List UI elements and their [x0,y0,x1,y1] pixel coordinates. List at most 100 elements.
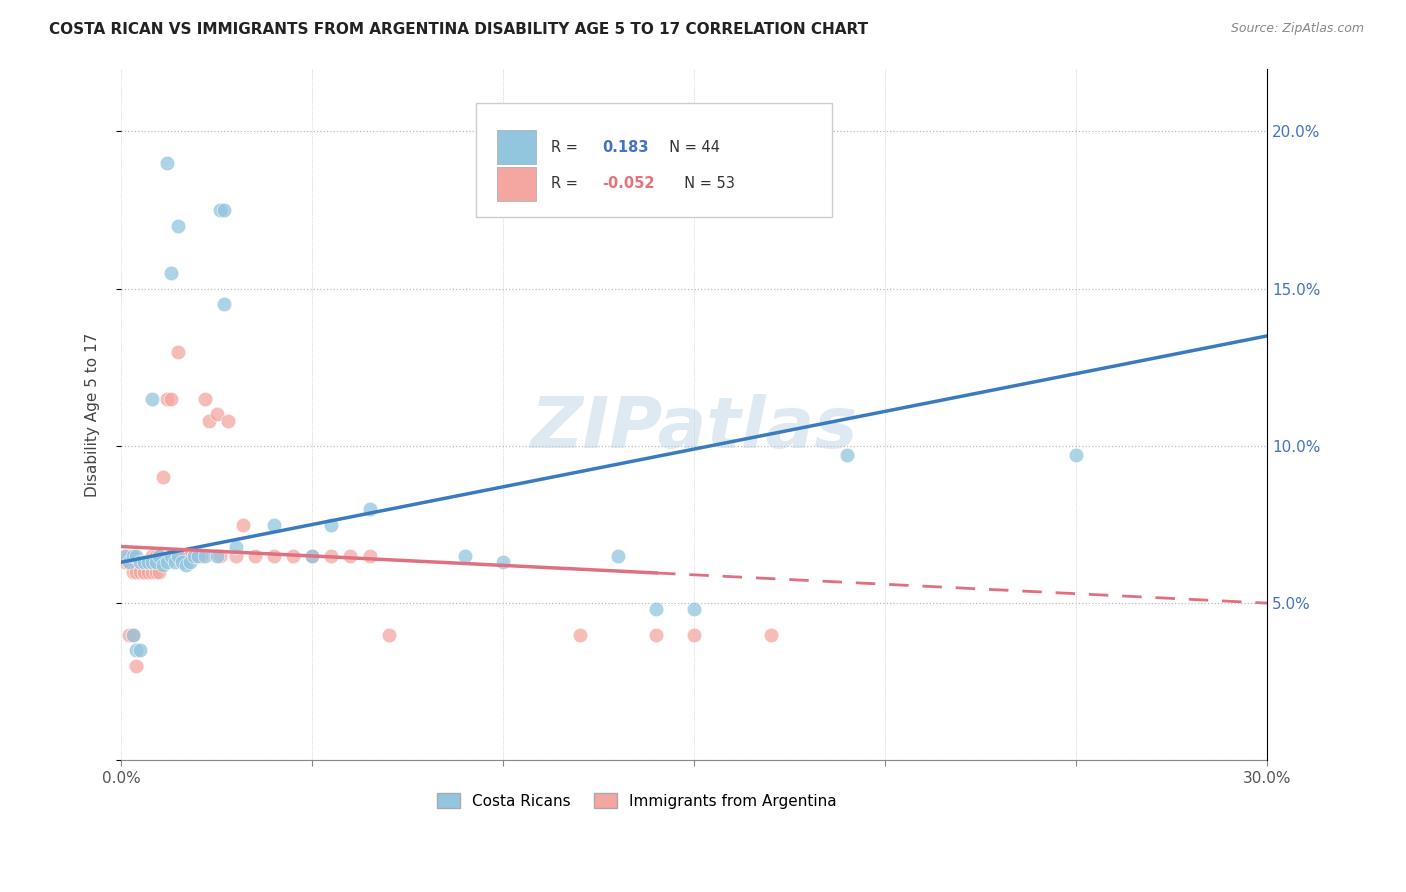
Point [194,549,217,563]
Point [121,565,143,579]
Point [174,558,197,573]
Point [136,555,159,569]
Point [225,540,247,554]
Point [152,470,174,484]
Point [145,565,167,579]
FancyBboxPatch shape [498,167,536,201]
Point [263,549,285,563]
Point [132,555,155,569]
Point [190,549,212,563]
Point [645,627,668,641]
Point [167,219,190,233]
Point [129,555,152,569]
Point [321,549,343,563]
Point [214,202,236,217]
Point [159,549,181,563]
Point [167,549,190,563]
Point [163,549,186,563]
Point [377,627,399,641]
Point [121,549,143,563]
Point [606,549,628,563]
Point [152,558,174,573]
Point [205,549,228,563]
Point [263,517,285,532]
Point [167,344,190,359]
Point [183,549,205,563]
Point [683,627,706,641]
Point [159,392,181,406]
Point [209,202,232,217]
Point [454,549,477,563]
Point [209,549,232,563]
Point [125,643,148,657]
Point [359,549,381,563]
FancyBboxPatch shape [477,103,832,218]
Text: COSTA RICAN VS IMMIGRANTS FROM ARGENTINA DISABILITY AGE 5 TO 17 CORRELATION CHAR: COSTA RICAN VS IMMIGRANTS FROM ARGENTINA… [49,22,869,37]
Point [125,555,148,569]
Point [1066,448,1088,462]
Point [156,555,179,569]
Point [281,549,304,563]
Point [145,555,167,569]
Point [148,549,170,563]
Text: N = 53: N = 53 [675,177,735,191]
Point [492,555,515,569]
Point [114,549,136,563]
Text: -0.052: -0.052 [603,177,655,191]
Point [163,555,186,569]
Text: ZIPatlas: ZIPatlas [530,393,858,463]
Point [125,565,148,579]
Point [148,565,170,579]
Point [118,627,141,641]
Point [194,392,217,406]
Point [141,549,163,563]
Point [179,549,201,563]
Point [683,602,706,616]
Point [129,643,152,657]
Point [114,555,136,569]
Point [568,627,591,641]
Point [121,549,143,563]
Point [339,549,361,563]
Point [187,549,209,563]
Point [359,501,381,516]
Point [125,659,148,673]
Point [136,555,159,569]
Point [214,297,236,311]
Point [141,565,163,579]
Point [121,627,143,641]
FancyBboxPatch shape [498,130,536,164]
Point [125,549,148,563]
Point [187,549,209,563]
Point [121,627,143,641]
Point [114,549,136,563]
Legend: Costa Ricans, Immigrants from Argentina: Costa Ricans, Immigrants from Argentina [432,788,842,815]
Text: R =: R = [551,177,582,191]
Point [118,555,141,569]
Point [159,266,181,280]
Point [141,392,163,406]
Text: N = 44: N = 44 [659,140,720,155]
Point [645,602,668,616]
Point [172,549,194,563]
Point [145,549,167,563]
Point [129,565,152,579]
Point [156,156,179,170]
Point [156,392,179,406]
Point [198,414,221,428]
Point [132,565,155,579]
Point [205,408,228,422]
Point [225,549,247,563]
Point [217,414,239,428]
Point [129,555,152,569]
Point [321,517,343,532]
Y-axis label: Disability Age 5 to 17: Disability Age 5 to 17 [86,333,100,497]
Point [118,555,141,569]
Text: 0.183: 0.183 [603,140,650,155]
Point [243,549,266,563]
Point [837,448,859,462]
Point [172,555,194,569]
Point [132,565,155,579]
Point [141,555,163,569]
Text: Source: ZipAtlas.com: Source: ZipAtlas.com [1230,22,1364,36]
